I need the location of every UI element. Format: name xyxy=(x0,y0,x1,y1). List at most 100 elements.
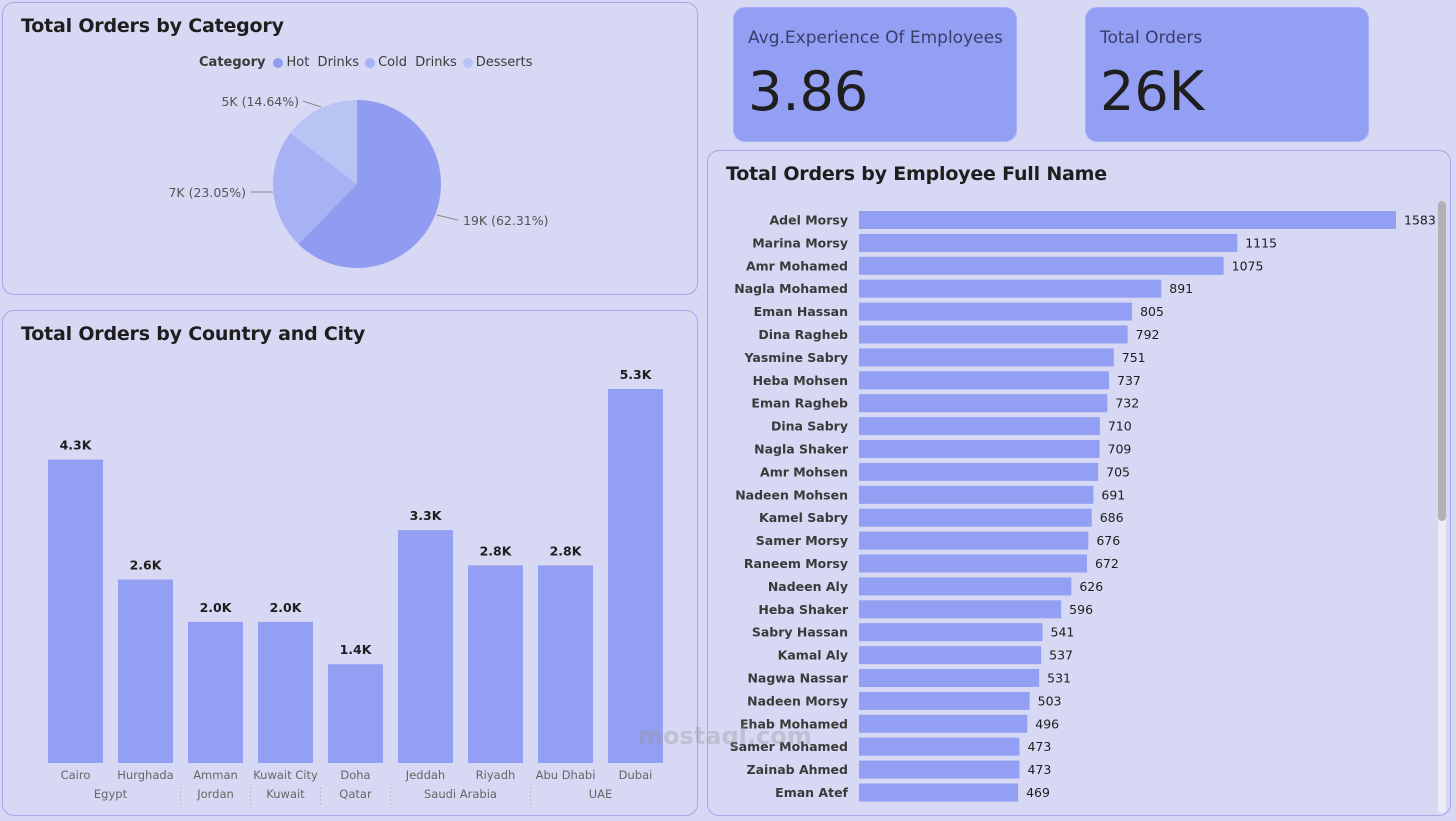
y-axis-employee-label: Ehab Mohamed xyxy=(740,716,848,731)
bar-data-label: 709 xyxy=(1108,442,1132,457)
bar-data-label: 2.8K xyxy=(550,543,583,558)
bar[interactable] xyxy=(859,348,1114,367)
avg-experience-label: Avg.Experience Of Employees xyxy=(748,28,1003,48)
y-axis-employee-label: Nadeen Mohsen xyxy=(735,487,848,502)
bar-data-label: 751 xyxy=(1122,350,1146,365)
y-axis-employee-label: Samer Mohamed xyxy=(730,739,848,754)
bar[interactable] xyxy=(859,440,1100,458)
category-legend: Category Hot Drinks Cold Drinks Desserts xyxy=(199,55,539,70)
bar[interactable] xyxy=(859,646,1042,665)
bar-data-label: 1115 xyxy=(1245,235,1277,250)
x-axis-country-label: Kuwait xyxy=(266,787,305,801)
pie-data-label: 7K (23.05%) xyxy=(168,185,246,200)
pie-slice[interactable] xyxy=(290,100,357,184)
bar-data-label: 1075 xyxy=(1232,258,1264,273)
bar[interactable] xyxy=(859,233,1238,252)
bar[interactable] xyxy=(859,623,1043,642)
y-axis-employee-label: Eman Atef xyxy=(775,785,848,800)
total-orders-card[interactable]: Total Orders 26K xyxy=(1085,7,1369,142)
bar[interactable] xyxy=(859,714,1028,733)
bar[interactable] xyxy=(859,760,1020,779)
bar[interactable] xyxy=(859,600,1062,619)
bar[interactable] xyxy=(859,302,1133,321)
employee-bar-chart[interactable]: Adel Morsy 1583 Marina Morsy 1115 Amr Mohame… xyxy=(708,151,1438,817)
bar-data-label: 710 xyxy=(1108,419,1132,434)
bar[interactable] xyxy=(859,783,1019,802)
bar-data-label: 1583 xyxy=(1404,213,1436,228)
bar-data-label: 2.0K xyxy=(200,600,233,615)
bar-data-label: 891 xyxy=(1169,281,1193,296)
bar[interactable] xyxy=(188,621,243,763)
bar[interactable] xyxy=(859,325,1128,344)
y-axis-employee-label: Amr Mohamed xyxy=(746,258,848,273)
bar[interactable] xyxy=(48,459,103,763)
bar-data-label: 473 xyxy=(1027,739,1051,754)
bar[interactable] xyxy=(859,691,1030,710)
bar[interactable] xyxy=(859,577,1072,596)
legend-item-hot-drinks[interactable]: Hot Drinks xyxy=(273,55,359,70)
bar-data-label: 2.0K xyxy=(270,600,303,615)
pie-slice[interactable] xyxy=(298,100,441,268)
bar-data-label: 469 xyxy=(1026,785,1050,800)
employee-chart-title: Total Orders by Employee Full Name xyxy=(726,163,1107,185)
country-city-bar-chart[interactable]: 4.3K Cairo 2.6K Hurghada 2.0K Amman 2.0K Kuwait… xyxy=(3,311,699,817)
bar[interactable] xyxy=(468,565,523,763)
bar-data-label: 2.6K xyxy=(130,558,163,573)
bar-data-label: 705 xyxy=(1106,464,1130,479)
bar-data-label: 792 xyxy=(1136,327,1160,342)
bar-data-label: 473 xyxy=(1027,762,1051,777)
legend-item-desserts[interactable]: Desserts xyxy=(462,55,533,70)
y-axis-employee-label: Marina Morsy xyxy=(752,235,848,250)
legend-dot-icon xyxy=(462,57,473,68)
bar[interactable] xyxy=(859,256,1224,275)
bar-data-label: 2.8K xyxy=(480,543,513,558)
pie-slice[interactable] xyxy=(273,133,357,245)
x-axis-city-label: Kuwait City xyxy=(253,768,318,782)
bar-data-label: 596 xyxy=(1069,602,1093,617)
bar[interactable] xyxy=(859,508,1092,527)
bar[interactable] xyxy=(859,554,1087,573)
bar[interactable] xyxy=(859,417,1100,436)
country-chart-title: Total Orders by Country and City xyxy=(21,323,366,345)
x-axis-country-label: UAE xyxy=(589,787,613,801)
bar[interactable] xyxy=(859,394,1108,413)
bar[interactable] xyxy=(118,579,173,763)
bar[interactable] xyxy=(859,485,1094,504)
bar-data-label: 686 xyxy=(1100,510,1124,525)
bar[interactable] xyxy=(328,664,383,763)
y-axis-employee-label: Amr Mohsen xyxy=(760,464,848,479)
bar-data-label: 672 xyxy=(1095,556,1119,571)
category-pie-chart[interactable]: 19K (62.31%) 7K (23.05%) 5K (14.64%) xyxy=(3,3,699,296)
bar[interactable] xyxy=(859,737,1020,756)
x-axis-city-label: Amman xyxy=(193,768,238,782)
bar[interactable] xyxy=(398,530,453,763)
watermark-logo: mostaql.com xyxy=(638,722,812,750)
legend-label: Cold Drinks xyxy=(378,55,457,70)
y-axis-employee-label: Nadeen Aly xyxy=(768,579,848,594)
avg-experience-card[interactable]: Avg.Experience Of Employees 3.86 xyxy=(733,7,1017,142)
bar[interactable] xyxy=(538,565,593,763)
vertical-scrollbar[interactable] xyxy=(1438,201,1446,813)
bar-data-label: 531 xyxy=(1047,671,1071,686)
bar[interactable] xyxy=(258,621,313,763)
x-axis-city-label: Dubai xyxy=(619,768,653,782)
bar[interactable] xyxy=(859,279,1162,298)
legend-label: Desserts xyxy=(475,55,533,70)
x-axis-city-label: Riyadh xyxy=(476,768,516,782)
bar[interactable] xyxy=(859,669,1040,687)
bar[interactable] xyxy=(859,371,1110,390)
scrollbar-thumb[interactable] xyxy=(1438,201,1446,521)
bar[interactable] xyxy=(608,389,663,763)
bar[interactable] xyxy=(859,211,1396,229)
bar[interactable] xyxy=(859,531,1089,550)
bar[interactable] xyxy=(859,462,1099,481)
bar-data-label: 5.3K xyxy=(620,367,653,382)
x-axis-country-label: Egypt xyxy=(94,787,128,801)
pie-leader-line xyxy=(302,100,322,108)
bar-data-label: 737 xyxy=(1117,373,1141,388)
x-axis-city-label: Hurghada xyxy=(117,768,173,782)
legend-item-cold-drinks[interactable]: Cold Drinks xyxy=(365,55,457,70)
x-axis-city-label: Jeddah xyxy=(405,768,445,782)
bar-data-label: 626 xyxy=(1079,579,1103,594)
total-orders-value: 26K xyxy=(1100,60,1205,123)
